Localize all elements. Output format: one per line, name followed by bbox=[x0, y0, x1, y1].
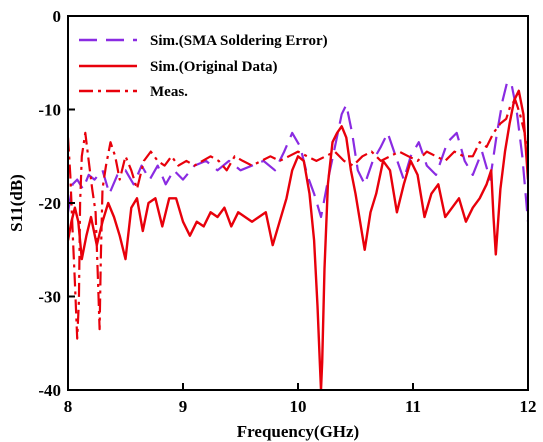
legend: Sim.(SMA Soldering Error) Sim.(Original … bbox=[79, 33, 328, 100]
y-tick-label: 0 bbox=[53, 7, 62, 26]
legend-label-sma-error: Sim.(SMA Soldering Error) bbox=[150, 33, 328, 49]
x-tick-label: 8 bbox=[64, 397, 73, 416]
x-tick-label: 10 bbox=[290, 397, 307, 416]
y-axis-title: S11(dB) bbox=[7, 174, 26, 232]
series-layer bbox=[68, 80, 528, 390]
y-tick-label: -10 bbox=[38, 101, 61, 120]
x-tick-label: 9 bbox=[179, 397, 188, 416]
x-tick-label: 11 bbox=[405, 397, 421, 416]
axis-ticks: 8 9 10 11 12 0 -10 -20 -30 -40 bbox=[38, 7, 536, 416]
legend-label-original: Sim.(Original Data) bbox=[150, 59, 278, 75]
y-tick-label: -40 bbox=[38, 381, 61, 400]
x-axis-title: Frequency(GHz) bbox=[237, 422, 359, 441]
y-tick-label: -30 bbox=[38, 288, 61, 307]
series-line-3 bbox=[68, 99, 528, 340]
legend-label-measured: Meas. bbox=[150, 84, 188, 100]
series-line-1 bbox=[68, 80, 528, 222]
x-tick-label: 12 bbox=[520, 397, 537, 416]
y-tick-label: -20 bbox=[38, 194, 61, 213]
series-line-2 bbox=[68, 89, 528, 390]
